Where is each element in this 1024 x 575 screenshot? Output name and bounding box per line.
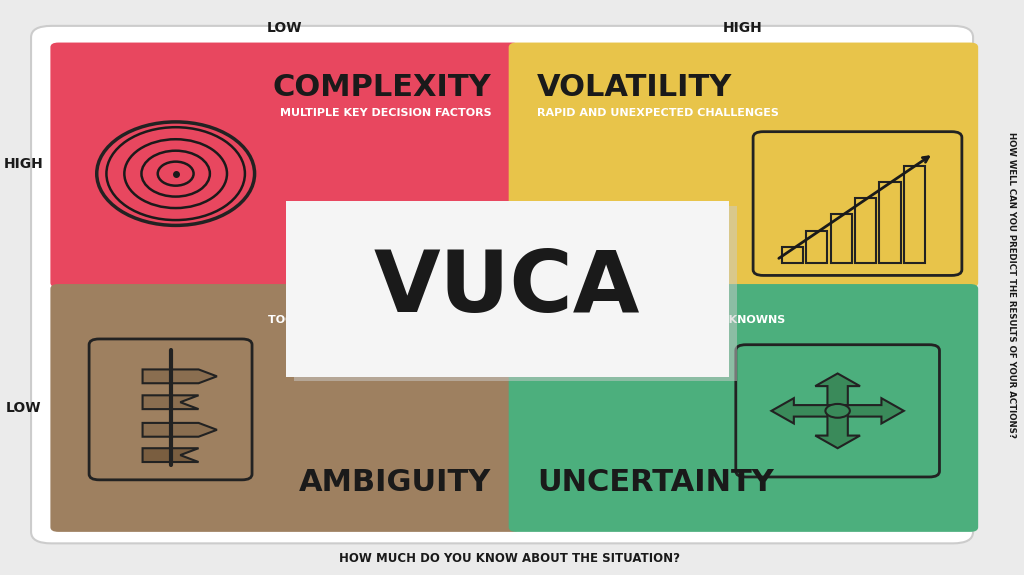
Polygon shape	[771, 398, 838, 423]
Text: LOW: LOW	[267, 21, 302, 34]
Polygon shape	[142, 423, 217, 437]
FancyBboxPatch shape	[31, 26, 973, 543]
Polygon shape	[838, 398, 904, 423]
Text: TOO MANY 'UNKNOWN UNKNOWNS': TOO MANY 'UNKNOWN UNKNOWNS'	[268, 315, 492, 324]
Text: HOW MUCH DO YOU KNOW ABOUT THE SITUATION?: HOW MUCH DO YOU KNOW ABOUT THE SITUATION…	[339, 553, 680, 565]
FancyBboxPatch shape	[753, 132, 962, 275]
Polygon shape	[815, 411, 860, 448]
FancyBboxPatch shape	[50, 284, 520, 532]
FancyBboxPatch shape	[89, 339, 252, 480]
Text: HIGH: HIGH	[723, 21, 763, 34]
FancyBboxPatch shape	[509, 284, 978, 532]
Text: RAPID AND UNEXPECTED CHALLENGES: RAPID AND UNEXPECTED CHALLENGES	[538, 108, 779, 117]
Text: LOW: LOW	[6, 401, 42, 415]
Text: MULTIPLE KEY DECISION FACTORS: MULTIPLE KEY DECISION FACTORS	[280, 108, 492, 117]
Circle shape	[825, 404, 850, 417]
Polygon shape	[142, 448, 199, 462]
Polygon shape	[142, 369, 217, 383]
FancyBboxPatch shape	[509, 43, 978, 288]
Polygon shape	[142, 396, 199, 409]
Text: COMPLEXITY: COMPLEXITY	[272, 73, 492, 102]
FancyBboxPatch shape	[286, 201, 729, 377]
Text: PENDING CHANGE: KNOWN UNKNOWNS: PENDING CHANGE: KNOWN UNKNOWNS	[538, 315, 785, 324]
FancyBboxPatch shape	[294, 206, 737, 381]
FancyBboxPatch shape	[50, 43, 520, 288]
Text: UNCERTAINTY: UNCERTAINTY	[538, 469, 774, 497]
Polygon shape	[815, 374, 860, 411]
Text: HIGH: HIGH	[4, 157, 44, 171]
Ellipse shape	[96, 122, 255, 225]
Text: VUCA: VUCA	[374, 247, 640, 331]
Text: AMBIGUITY: AMBIGUITY	[299, 469, 492, 497]
Text: VOLATILITY: VOLATILITY	[538, 73, 732, 102]
FancyBboxPatch shape	[736, 344, 939, 477]
Text: HOW WELL CAN YOU PREDICT THE RESULTS OF YOUR ACTIONS?: HOW WELL CAN YOU PREDICT THE RESULTS OF …	[1008, 132, 1016, 438]
